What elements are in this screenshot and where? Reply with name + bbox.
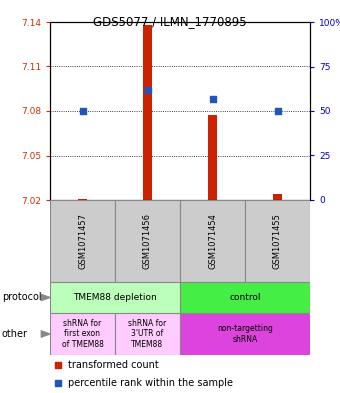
Text: protocol: protocol — [2, 292, 41, 303]
Text: non-targetting
shRNA: non-targetting shRNA — [217, 324, 273, 344]
Text: GSM1071454: GSM1071454 — [208, 213, 217, 269]
Polygon shape — [41, 294, 51, 301]
Text: shRNA for
first exon
of TMEM88: shRNA for first exon of TMEM88 — [62, 319, 103, 349]
Point — [80, 108, 85, 114]
Bar — [78, 198, 87, 200]
Polygon shape — [41, 331, 51, 338]
Text: control: control — [229, 293, 261, 302]
Point — [55, 362, 61, 368]
Text: GSM1071456: GSM1071456 — [143, 213, 152, 269]
Bar — [180, 200, 245, 282]
Point — [210, 95, 215, 102]
Text: percentile rank within the sample: percentile rank within the sample — [68, 378, 233, 388]
Text: transformed count: transformed count — [68, 360, 159, 370]
Bar — [50, 313, 115, 355]
Bar — [115, 200, 180, 282]
Point — [275, 108, 280, 114]
Point — [55, 380, 61, 386]
Point — [145, 86, 150, 93]
Text: shRNA for
3'UTR of
TMEM88: shRNA for 3'UTR of TMEM88 — [129, 319, 167, 349]
Text: other: other — [2, 329, 28, 339]
Bar — [50, 200, 115, 282]
Bar — [50, 282, 180, 313]
Bar — [180, 313, 310, 355]
Bar — [180, 282, 310, 313]
Text: GDS5077 / ILMN_1770895: GDS5077 / ILMN_1770895 — [93, 15, 247, 28]
Bar — [273, 194, 282, 200]
Bar — [208, 116, 217, 200]
Bar — [115, 313, 180, 355]
Text: TMEM88 depletion: TMEM88 depletion — [73, 293, 157, 302]
Bar — [245, 200, 310, 282]
Text: GSM1071457: GSM1071457 — [78, 213, 87, 269]
Bar — [143, 25, 152, 200]
Text: GSM1071455: GSM1071455 — [273, 213, 282, 269]
